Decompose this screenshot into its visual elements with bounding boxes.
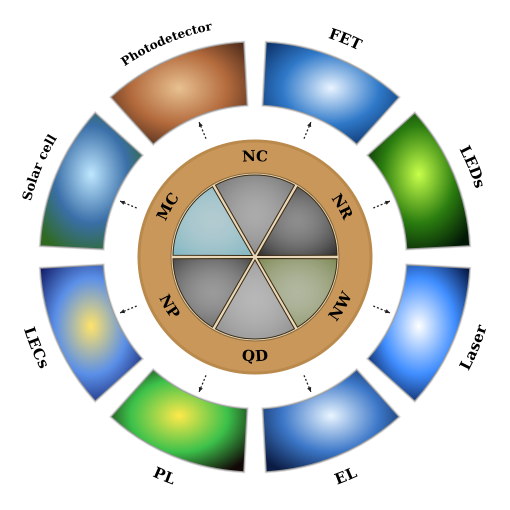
label-leds: LEDs [456, 143, 489, 191]
morph-label-nc: NC [242, 147, 269, 166]
tile-el [262, 369, 400, 473]
morph-slice-np [172, 257, 254, 328]
morph-slice-nw [256, 257, 338, 328]
arrow-head-el [307, 386, 312, 392]
tile-leds [367, 112, 471, 250]
tile-fet [262, 41, 400, 145]
tile-lecs [39, 264, 143, 402]
tile-pl [110, 369, 248, 473]
arrow-head-pl [198, 386, 203, 392]
label-pl: PL [150, 464, 178, 489]
morph-slice-mc [172, 186, 254, 257]
morph-slice-nc [214, 174, 296, 256]
tile-photodetector [110, 41, 248, 145]
tile-solar-cell [39, 112, 143, 250]
arrow-head-fet [307, 122, 312, 128]
application-ring [38, 40, 472, 474]
morph-slice-nr [256, 186, 338, 257]
label-lecs: LECs [20, 325, 53, 372]
tile-laser [367, 264, 471, 402]
label-laser: Laser [456, 322, 491, 373]
morph-slice-qd [214, 258, 296, 340]
label-el: EL [332, 463, 360, 488]
arrow-head-laser [384, 309, 390, 314]
arrow-head-leds [384, 200, 390, 205]
arrow-head-photodetector [198, 122, 203, 128]
arrow-head-lecs [120, 309, 126, 314]
label-fet: FET [326, 25, 365, 55]
morph-label-qd: QD [241, 346, 268, 365]
arrow-head-solar-cell [120, 200, 126, 205]
